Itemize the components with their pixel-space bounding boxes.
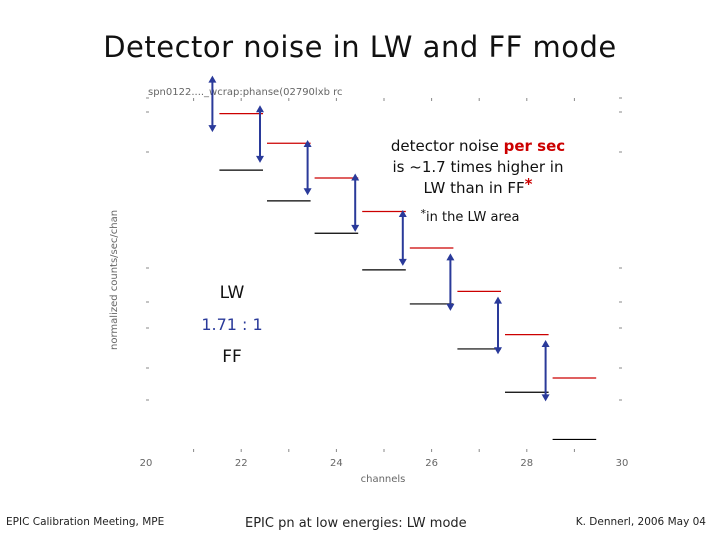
ratio-arrow-head-down xyxy=(256,155,264,163)
ratio-arrow-head-up xyxy=(208,75,217,83)
ratio-arrow-head-up xyxy=(256,105,264,113)
annotation-highlight: per sec xyxy=(504,137,566,155)
x-tick-label: 30 xyxy=(616,458,629,469)
x-axis-label: channels xyxy=(361,474,406,485)
annotation-line-1: detector noise per sec xyxy=(391,137,565,155)
ratio-label: 1.71 : 1 xyxy=(201,315,262,334)
x-tick-labels: 20 22 24 26 28 30 xyxy=(140,458,629,469)
annotation-lw-ff: LW than in FF xyxy=(424,179,525,197)
ratio-arrow-head-down xyxy=(398,258,407,266)
ratio-arrow-head-up xyxy=(541,339,550,347)
annotation-footnote: *in the LW area xyxy=(421,207,520,225)
ratio-arrow-head-down xyxy=(494,347,502,355)
plot-title: spn0122...._wcrap:phanse(02790lxb rc xyxy=(148,87,343,98)
ratio-arrow-head-down xyxy=(208,125,217,133)
footer-author-date: K. Dennerl, 2006 May 04 xyxy=(575,516,706,528)
legend-lw: LW xyxy=(220,283,245,303)
ratio-arrow-head-down xyxy=(541,394,550,402)
ratio-arrow-head-up xyxy=(398,210,407,218)
footnote-text: in the LW area xyxy=(426,210,519,225)
annotation-line-2: is ~1.7 times higher in xyxy=(393,158,564,176)
ratio-arrow-head-down xyxy=(351,224,360,232)
x-tick-label: 22 xyxy=(235,458,248,469)
chart-axes xyxy=(146,97,622,452)
legend-ff: FF xyxy=(222,347,242,367)
ratio-arrows xyxy=(208,75,550,402)
noise-levels xyxy=(219,113,597,441)
ratio-arrow-head-up xyxy=(351,173,360,181)
footer-meeting: EPIC Calibration Meeting, MPE xyxy=(6,516,165,528)
x-tick-label: 26 xyxy=(425,458,438,469)
x-tick-label: 24 xyxy=(330,458,343,469)
ratio-arrow-head-up xyxy=(494,296,502,304)
annotation-prefix: detector noise xyxy=(391,137,504,155)
footnote-star: * xyxy=(421,207,427,220)
ratio-arrow-head-up xyxy=(303,140,312,148)
slide-title: Detector noise in LW and FF mode xyxy=(103,30,617,64)
ratio-arrow-head-up xyxy=(446,253,455,261)
ratio-arrow-head-down xyxy=(303,188,312,196)
x-tick-label: 28 xyxy=(520,458,533,469)
noise-chart: spn0122...._wcrap:phanse(02790lxb rc nor… xyxy=(109,75,629,485)
annotation-star: * xyxy=(525,175,533,193)
footer-topic: EPIC pn at low energies: LW mode xyxy=(245,516,467,531)
ratio-arrow-head-down xyxy=(446,303,455,311)
y-axis-label: normalized counts/sec/chan xyxy=(109,210,120,350)
annotation-line-3: LW than in FF* xyxy=(424,175,533,197)
x-tick-label: 20 xyxy=(140,458,153,469)
